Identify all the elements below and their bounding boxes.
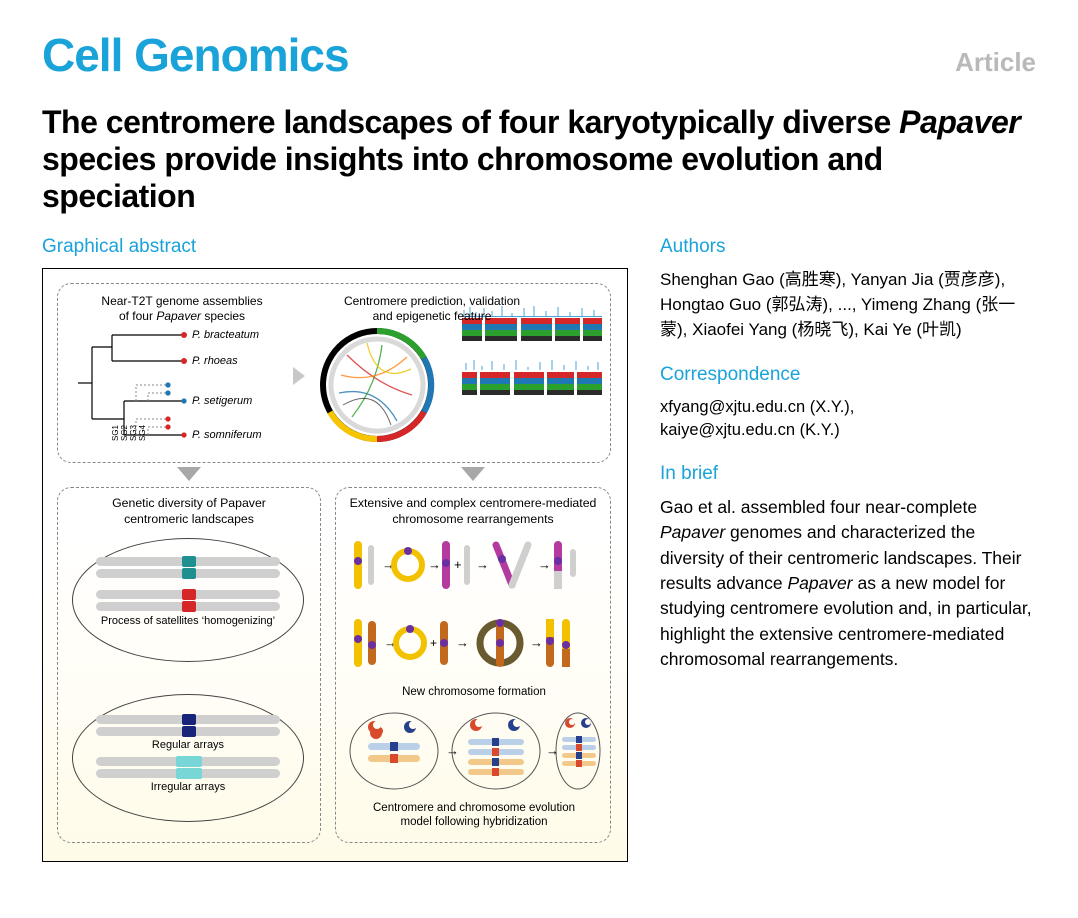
arrow-right-icon — [293, 367, 305, 385]
correspondence-heading: Correspondence — [660, 364, 1036, 386]
svg-text:→: → — [456, 635, 469, 650]
left-column: Graphical abstract Near-T2T genome assem… — [42, 236, 628, 862]
br-title: Extensive and complex centromere-mediate… — [346, 496, 600, 527]
authors-list: Shenghan Gao (高胜寒), Yanyan Jia (贾彦彦), Ho… — [660, 268, 1036, 342]
in-brief-heading: In brief — [660, 463, 1036, 485]
svg-text:→: → — [546, 743, 559, 758]
svg-text:SG1: SG1 — [111, 425, 120, 442]
title-part-1: The centromere landscapes of four karyot… — [42, 104, 899, 140]
br-mid-label: New chromosome formation — [402, 686, 546, 698]
bl-irr-label: Irregular arrays — [92, 781, 284, 793]
masthead: Cell Genomics Article — [42, 28, 1036, 82]
corr-line-1: xfyang@xjtu.edu.cn (X.Y.), — [660, 396, 1036, 418]
title-part-2: species provide insights into chromosome… — [42, 141, 883, 214]
circos-block: Centromere prediction, validation and ep… — [302, 294, 452, 443]
rearrangement-diagram: → → + → → — [346, 533, 602, 833]
svg-text:SG4: SG4 — [138, 425, 147, 442]
authors-heading: Authors — [660, 236, 1036, 258]
right-column: Authors Shenghan Gao (高胜寒), Yanyan Jia (… — [660, 236, 1036, 862]
svg-text:+: + — [454, 557, 462, 572]
sp-4: P. somniferum — [192, 429, 262, 441]
chromosomes-lower: Regular arrays Irregular arrays — [92, 712, 284, 793]
corr-line-2: kaiye@xjtu.edu.cn (K.Y.) — [660, 419, 1036, 441]
svg-text:SG2: SG2 — [120, 425, 129, 442]
top-left-title: Near-T2T genome assemblies of four Papav… — [72, 294, 292, 323]
br-bot-l2: model following hybridization — [400, 816, 547, 828]
journal-name: Cell Genomics — [42, 28, 349, 82]
sp-3: P. setigerum — [192, 395, 252, 407]
chromosomes-upper: Process of satellites ‘homogenizing’ — [92, 554, 284, 627]
bl-reg-label: Regular arrays — [92, 739, 284, 751]
ga-bottom-left-panel: Genetic diversity of Papaver centromeric… — [57, 487, 321, 843]
arrow-down-icon — [461, 467, 485, 481]
phylogeny-block: Near-T2T genome assemblies of four Papav… — [72, 294, 292, 441]
phylogeny-tree: P. bracteatum P. rhoeas P. setigerum P. … — [72, 323, 292, 441]
svg-text:+: + — [430, 636, 437, 650]
svg-text:→: → — [538, 557, 551, 572]
svg-text:→: → — [476, 557, 489, 572]
arrow-down-icon — [177, 467, 201, 481]
svg-text:→: → — [446, 743, 459, 758]
in-brief-text: Gao et al. assembled four near-complete … — [660, 495, 1036, 673]
bl-mid-label: Process of satellites ‘homogenizing’ — [92, 615, 284, 627]
article-title: The centromere landscapes of four karyot… — [42, 104, 1036, 214]
svg-text:→: → — [428, 557, 441, 572]
circos-plot — [302, 323, 452, 443]
ga-bottom-right-panel: Extensive and complex centromere-mediate… — [335, 487, 611, 843]
svg-text:SG3: SG3 — [129, 425, 138, 442]
sp-1: P. bracteatum — [192, 329, 259, 341]
graphical-abstract: Near-T2T genome assemblies of four Papav… — [42, 268, 628, 862]
sp-2: P. rhoeas — [192, 355, 238, 367]
title-italic: Papaver — [899, 104, 1020, 140]
graphical-abstract-heading: Graphical abstract — [42, 236, 628, 258]
bl-title: Genetic diversity of Papaver centromeric… — [68, 496, 310, 527]
article-type: Article — [955, 47, 1036, 78]
correspondence-block: xfyang@xjtu.edu.cn (X.Y.), kaiye@xjtu.ed… — [660, 396, 1036, 441]
top-right-title: Centromere prediction, validation and ep… — [282, 294, 582, 323]
ga-top-panel: Near-T2T genome assemblies of four Papav… — [57, 283, 611, 463]
br-bot-l1: Centromere and chromosome evolution — [373, 802, 575, 814]
svg-text:→: → — [530, 635, 543, 650]
two-column-layout: Graphical abstract Near-T2T genome assem… — [42, 236, 1036, 862]
